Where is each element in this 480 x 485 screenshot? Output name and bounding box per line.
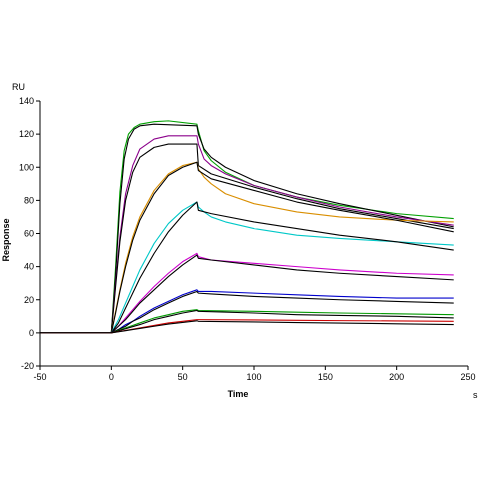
series-line-9	[40, 252, 454, 334]
series-layer	[40, 120, 454, 334]
x-axis-title: Time	[228, 389, 249, 399]
y-tick-label: 20	[24, 295, 34, 305]
y-tick-label: 100	[19, 162, 34, 172]
y-tick-label: -20	[21, 361, 34, 371]
series-line-3	[40, 135, 454, 334]
y-tick-label: 40	[24, 262, 34, 272]
x-tick-label: 200	[389, 372, 404, 382]
x-tick-label: 50	[178, 372, 188, 382]
series-line-8	[40, 201, 454, 334]
y-tick-label: 80	[24, 195, 34, 205]
series-line-4	[40, 143, 454, 334]
series-line-14	[40, 309, 454, 334]
series-line-5	[40, 161, 454, 334]
x-tick-label: 150	[318, 372, 333, 382]
y-tick-label: 60	[24, 229, 34, 239]
y-tick-label: 0	[29, 328, 34, 338]
series-line-6	[40, 161, 454, 334]
series-line-2	[40, 123, 454, 334]
y-unit-label: RU	[12, 82, 25, 92]
series-line-12	[40, 290, 454, 334]
y-tick-label: 140	[19, 96, 34, 106]
y-tick-label: 120	[19, 129, 34, 139]
x-tick-label: 100	[246, 372, 261, 382]
series-line-13	[40, 309, 454, 334]
series-line-11	[40, 289, 454, 334]
x-unit-label: s	[473, 390, 478, 400]
axes-layer: -20 0 20 40 60 80 100 120 140 -50 0 50 100 150 200 250	[19, 96, 476, 382]
series-line-10	[40, 254, 454, 334]
y-axis-title: Response	[1, 218, 11, 261]
x-tick-label: 0	[109, 372, 114, 382]
x-tick-label: 250	[460, 372, 475, 382]
series-line-16	[40, 320, 454, 334]
x-tick-label: -50	[33, 372, 46, 382]
